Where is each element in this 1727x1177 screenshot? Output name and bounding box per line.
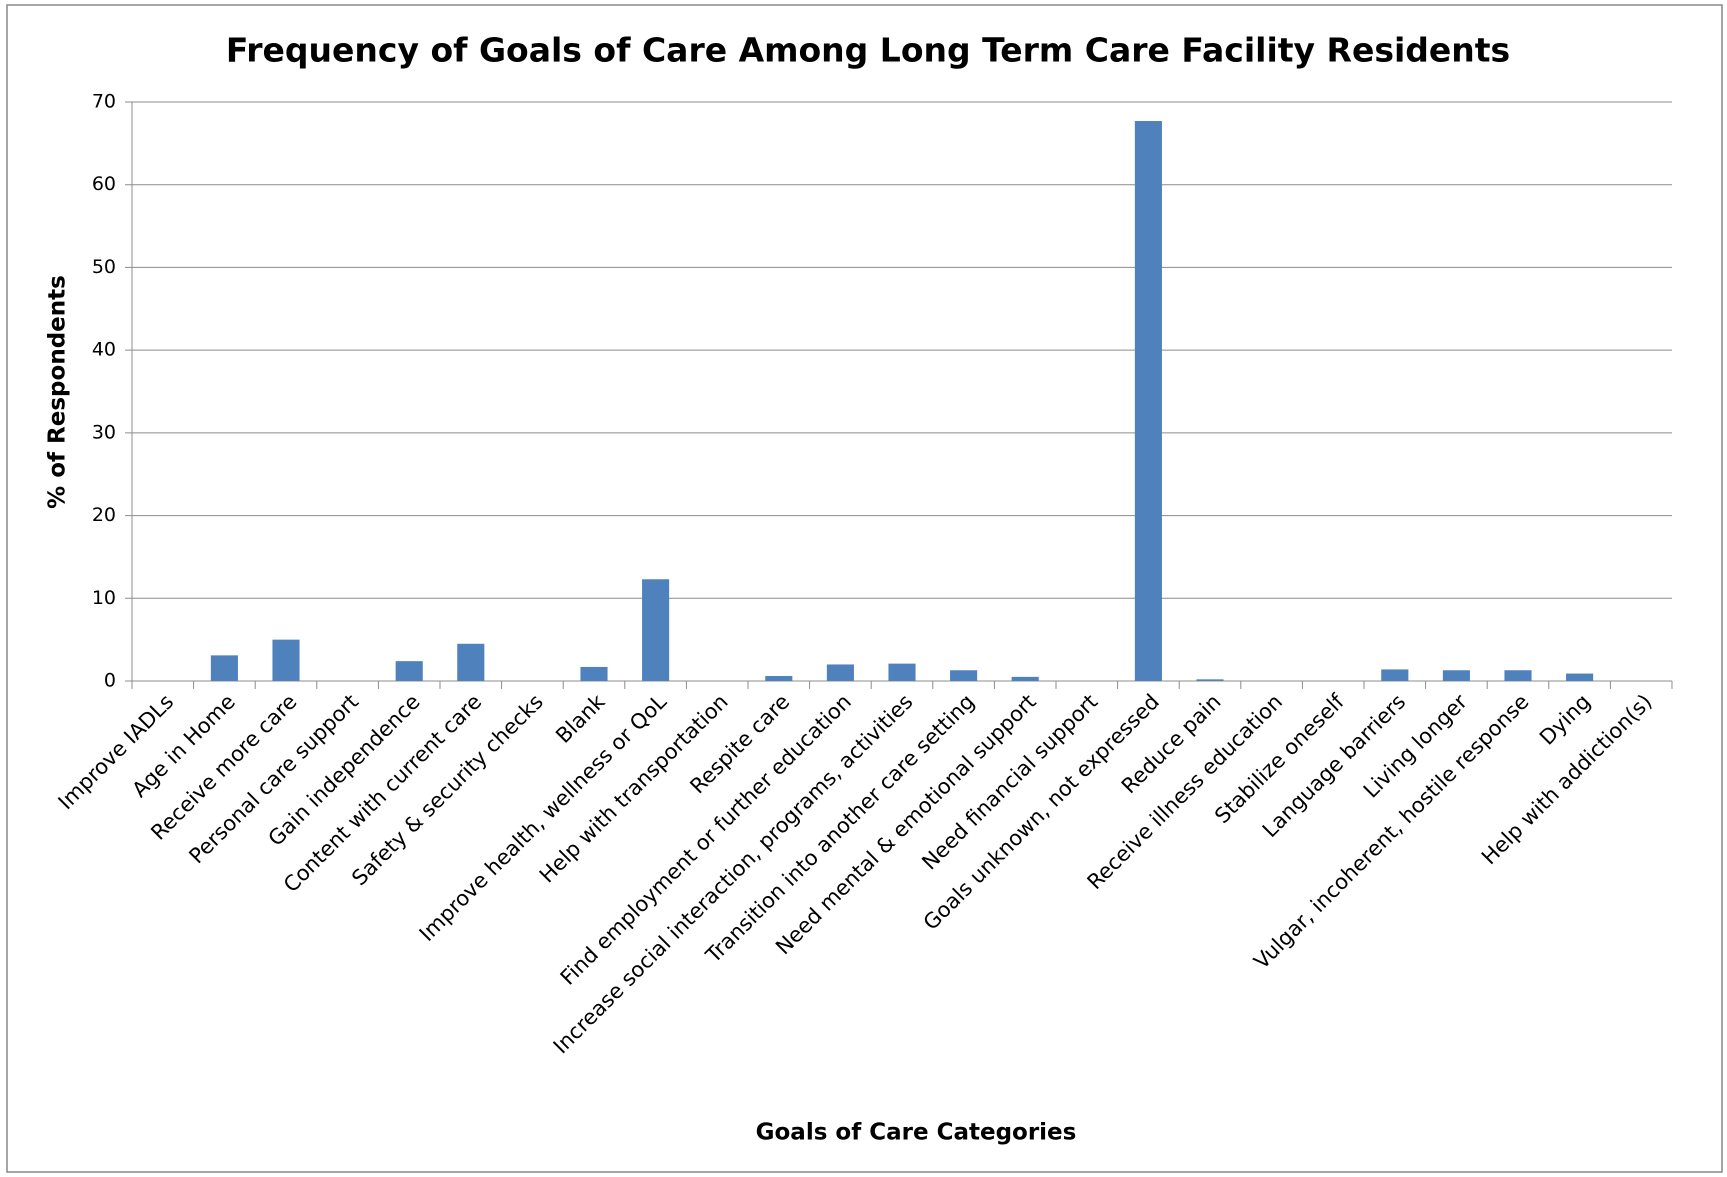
bar [826,664,854,681]
bar [1381,669,1409,681]
y-tick-label: 60 [92,173,116,195]
bar [950,670,978,681]
bar [1504,670,1532,681]
bar [272,639,300,681]
x-axis-title: Goals of Care Categories [756,1120,1077,1146]
bar [395,661,423,681]
bar [642,579,670,681]
bar [210,655,238,681]
y-tick-label: 20 [92,504,116,526]
y-tick-label: 40 [92,339,116,361]
bar [765,676,793,681]
y-tick-label: 30 [92,421,116,443]
y-tick-label: 50 [92,256,116,278]
bar [580,666,608,681]
y-tick-label: 0 [104,670,116,692]
chart-title: Frequency of Goals of Care Among Long Te… [226,31,1510,70]
y-tick-label: 10 [92,587,116,609]
bar [1134,121,1162,681]
bar [888,663,916,681]
bar [1196,679,1224,681]
y-tick-label: 70 [92,91,116,113]
bar [1566,673,1594,681]
bar [1011,676,1039,681]
chart-frame [6,4,1723,1173]
bar [457,643,485,681]
bar [1442,670,1470,681]
y-axis-title: % of Respondents [45,275,71,509]
